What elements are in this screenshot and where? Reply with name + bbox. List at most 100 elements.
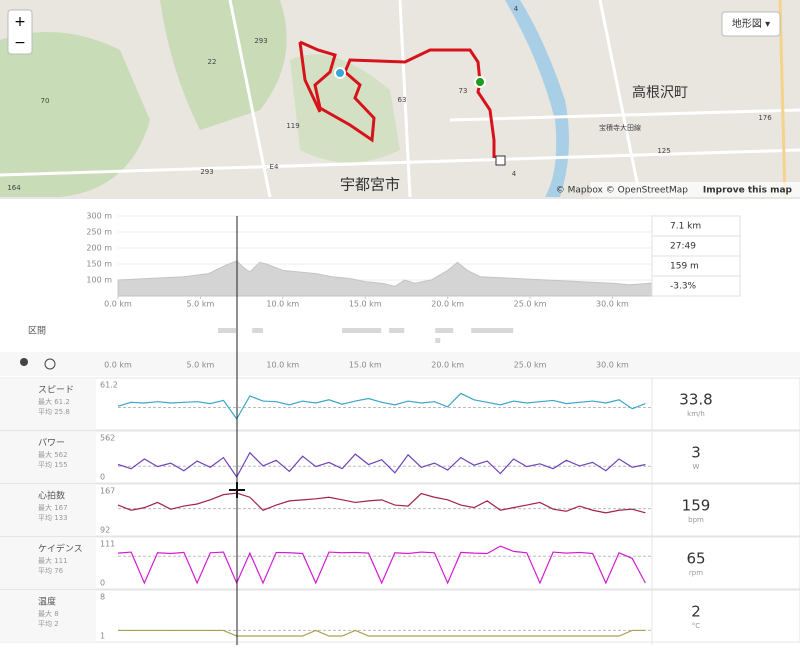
zoom-in[interactable]: + (14, 14, 26, 30)
y-tick-label: 111 (100, 540, 115, 549)
y-tick-label: 0 (100, 579, 105, 588)
route-number: E4 (270, 163, 279, 171)
current-value: 159 (682, 497, 711, 515)
row-avg: 平均 155 (38, 460, 68, 469)
route-number: 293 (254, 37, 267, 45)
row-max: 最大 167 (38, 503, 68, 512)
attribution: © Mapbox © OpenStreetMap (556, 186, 689, 196)
terrain (0, 32, 150, 197)
river (505, 0, 569, 197)
row-bg (0, 536, 800, 590)
layer-button[interactable]: 地形図 ▾ (732, 17, 770, 30)
road (778, 0, 787, 198)
current-unit: rpm (689, 569, 703, 577)
segment-bar (435, 338, 441, 343)
route-number: 4 (514, 5, 519, 13)
improve-link[interactable]: Improve this map (703, 186, 793, 196)
stat-value: 7.1 km (670, 222, 701, 232)
row-bg (0, 483, 800, 537)
row-avg: 平均 25.8 (38, 407, 70, 416)
finish-marker (495, 155, 506, 166)
x-tick-label: 20.0 km (431, 300, 464, 309)
road (0, 0, 800, 198)
row-avg: 平均 133 (38, 513, 68, 522)
route-number: 119 (286, 122, 299, 130)
y-tick-label: 300 m (86, 212, 112, 221)
elevation-area (117, 260, 653, 297)
layer-button-box (721, 11, 781, 37)
stream-line (118, 629, 646, 637)
current-value: 65 (686, 550, 705, 568)
y-tick-label: 8 (100, 593, 105, 602)
x-tick-label: 15.0 km (349, 361, 382, 370)
y-tick-label: 562 (100, 434, 115, 443)
stat-value: 27:49 (670, 242, 696, 252)
row-name: パワー (38, 438, 65, 449)
road-label: 宝積寺大田線 (599, 123, 641, 132)
map: 宇都宮市 高根沢町 293 22 70 119 63 73 4 164 E4 1… (0, 0, 800, 198)
row-avg: 平均 76 (38, 566, 64, 575)
x-tick-label: 10.0 km (266, 300, 299, 309)
row-name: 温度 (38, 596, 56, 608)
place-label: 高根沢町 (632, 84, 688, 101)
row-max: 最大 562 (38, 450, 68, 459)
x-tick-label: 0.0 km (104, 361, 132, 370)
row-bg (0, 430, 800, 484)
y-tick-label: 1 (100, 632, 105, 641)
row-max: 最大 61.2 (38, 397, 70, 406)
row-name: 心拍数 (38, 490, 65, 502)
map-pin-icon[interactable] (20, 358, 28, 366)
route-number: 22 (208, 58, 217, 66)
route-number: 293 (200, 168, 213, 176)
row-avg: 平均 2 (38, 619, 59, 628)
y-tick-label: 92 (100, 526, 110, 535)
y-tick-label: 200 m (86, 244, 112, 253)
route-number: 63 (398, 96, 407, 104)
y-tick-label: 100 m (86, 276, 112, 285)
stat-cell (651, 275, 741, 297)
row-bg (0, 589, 800, 643)
current-unit: W (693, 463, 700, 471)
row-label-bg (0, 484, 96, 536)
stream-line (117, 451, 646, 479)
stream-line (117, 545, 646, 585)
x-tick-label: 30.0 km (596, 361, 629, 370)
stream-line (117, 492, 646, 514)
current-value: 33.8 (679, 391, 712, 409)
current-unit: bpm (688, 516, 704, 524)
route-number: 164 (7, 184, 21, 192)
cursor-marker (334, 67, 346, 79)
route-number: 70 (41, 97, 50, 105)
x-tick-label: 5.0 km (187, 300, 215, 309)
zoom-out[interactable]: − (14, 35, 26, 51)
row-label-bg (0, 378, 96, 430)
current-value: 3 (691, 444, 701, 462)
route-number: 176 (758, 114, 772, 122)
segment-bar (435, 328, 454, 333)
segment-bar (342, 328, 382, 333)
place-label: 宇都宮市 (340, 176, 400, 194)
current-value: 2 (691, 603, 701, 621)
toolbar (0, 352, 800, 376)
x-tick-label: 30.0 km (596, 300, 629, 309)
current-unit: °C (692, 622, 701, 630)
attribution-bg (590, 182, 800, 197)
row-name: ケイデンス (38, 543, 83, 555)
row-label-bg (0, 590, 96, 642)
crosshair (229, 482, 245, 498)
x-tick-label: 0.0 km (104, 300, 132, 309)
x-tick-label: 5.0 km (187, 361, 215, 370)
route (298, 41, 322, 113)
row-max: 最大 8 (38, 609, 59, 618)
x-tick-label: 15.0 km (349, 300, 382, 309)
terrain (160, 0, 287, 130)
x-tick-label: 25.0 km (514, 361, 547, 370)
stat-cell (651, 235, 741, 257)
stream-line (117, 392, 646, 421)
row-max: 最大 111 (38, 556, 68, 565)
row-name: スピード (38, 385, 74, 396)
route-number: 73 (459, 87, 468, 95)
y-tick-label: 61.2 (100, 381, 118, 390)
clock-icon[interactable] (44, 358, 56, 370)
